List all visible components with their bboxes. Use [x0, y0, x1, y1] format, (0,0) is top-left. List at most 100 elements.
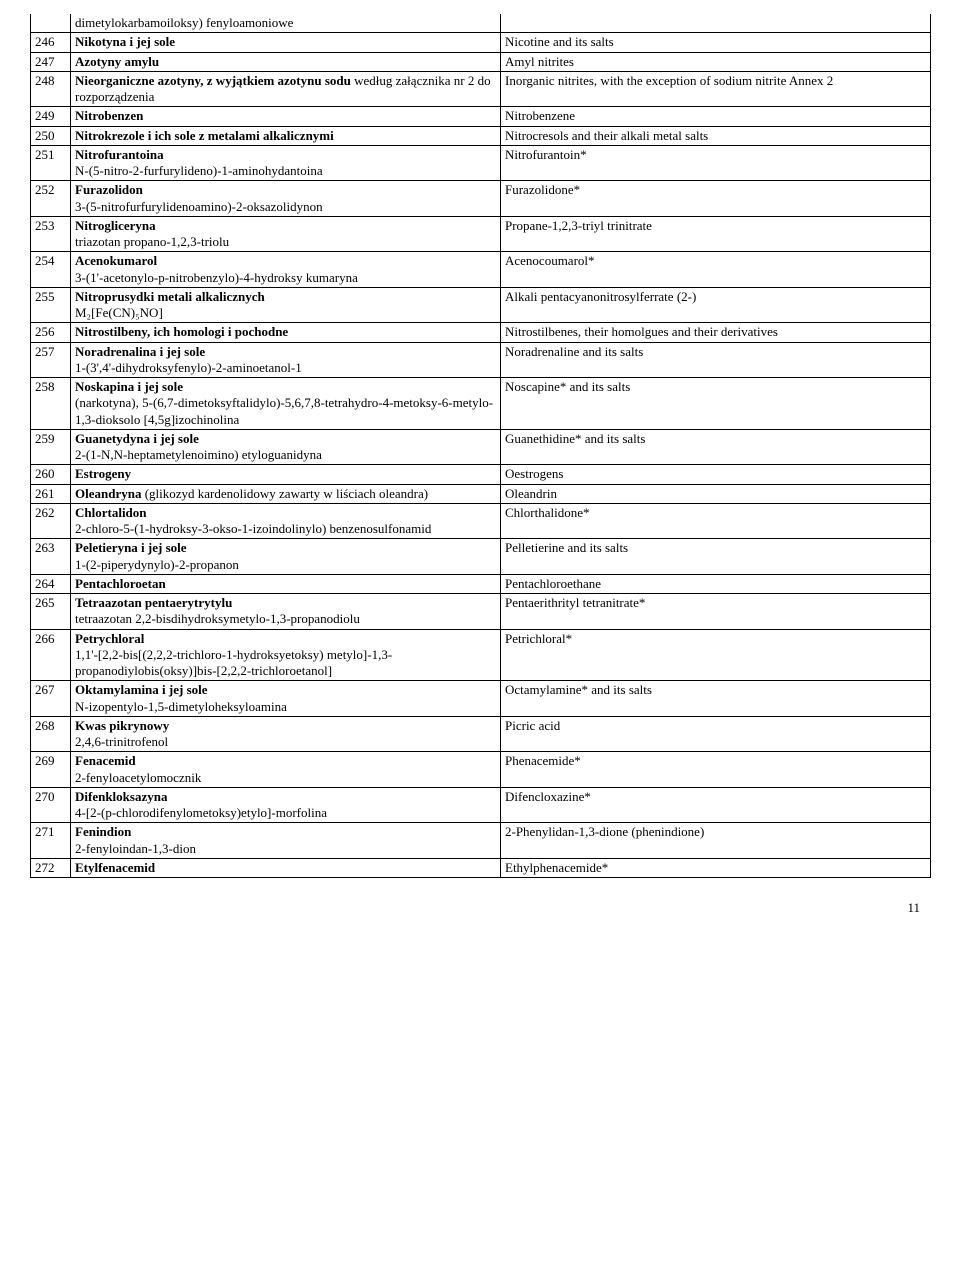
polish-name: Nitrogliceryna triazotan propano-1,2,3-t… — [71, 216, 501, 252]
table-row: 252Furazolidon 3-(5-nitrofurfurylidenoam… — [31, 181, 931, 217]
row-number: 252 — [31, 181, 71, 217]
polish-bold: Azotyny amylu — [75, 54, 159, 69]
polish-bold: Oleandryna — [75, 486, 141, 501]
polish-name: Furazolidon 3-(5-nitrofurfurylidenoamino… — [71, 181, 501, 217]
polish-rest: 3-(5-nitrofurfurylidenoamino)-2-oksazoli… — [75, 199, 323, 214]
row-number: 260 — [31, 465, 71, 484]
row-number: 265 — [31, 594, 71, 630]
english-name: Chlorthalidone* — [501, 503, 931, 539]
english-name: Picric acid — [501, 716, 931, 752]
table-row: 246Nikotyna i jej soleNicotine and its s… — [31, 33, 931, 52]
substances-table: dimetylokarbamoiloksy) fenyloamoniowe 246… — [30, 14, 931, 878]
english-name: Alkali pentacyanonitrosylferrate (2-) — [501, 287, 931, 323]
polish-bold: Furazolidon — [75, 182, 143, 197]
table-row: 253Nitrogliceryna triazotan propano-1,2,… — [31, 216, 931, 252]
english-name: Petrichloral* — [501, 629, 931, 681]
row-number: 270 — [31, 787, 71, 823]
polish-bold: Nitroprusydki metali alkalicznych — [75, 289, 265, 304]
polish-bold: Acenokumarol — [75, 253, 157, 268]
row-number: 247 — [31, 52, 71, 71]
polish-name: Tetraazotan pentaerytrytylu tetraazotan … — [71, 594, 501, 630]
polish-bold: Estrogeny — [75, 466, 131, 481]
row-number: 254 — [31, 252, 71, 288]
english-name: Nitrocresols and their alkali metal salt… — [501, 126, 931, 145]
polish-rest: 3-(1'-acetonylo-p-nitrobenzylo)-4-hydrok… — [75, 270, 358, 285]
polish-bold: Nitrostilbeny, ich homologi i pochodne — [75, 324, 288, 339]
table-row: 262Chlortalidon 2-chloro-5-(1-hydroksy-3… — [31, 503, 931, 539]
polish-rest: triazotan propano-1,2,3-triolu — [75, 234, 229, 249]
polish-name: Nikotyna i jej sole — [71, 33, 501, 52]
polish-rest: 2-fenyloacetylomocznik — [75, 770, 201, 785]
polish-name: Nieorganiczne azotyny, z wyjątkiem azoty… — [71, 71, 501, 107]
table-row: 247Azotyny amyluAmyl nitrites — [31, 52, 931, 71]
polish-rest: (narkotyna), 5-(6,7-dimetoksyftalidylo)-… — [75, 395, 493, 426]
table-row: 258Noskapina i jej sole (narkotyna), 5-(… — [31, 378, 931, 430]
polish-name: Noradrenalina i jej sole 1-(3',4'-dihydr… — [71, 342, 501, 378]
english-name: Phenacemide* — [501, 752, 931, 788]
row-number: 272 — [31, 858, 71, 877]
polish-name: Nitrostilbeny, ich homologi i pochodne — [71, 323, 501, 342]
polish-bold: Pentachloroetan — [75, 576, 166, 591]
polish-name: Difenkloksazyna 4-[2-(p-chlorodifenylome… — [71, 787, 501, 823]
english-name: Ethylphenacemide* — [501, 858, 931, 877]
table-row: 265Tetraazotan pentaerytrytylu tetraazot… — [31, 594, 931, 630]
table-row: 257Noradrenalina i jej sole 1-(3',4'-dih… — [31, 342, 931, 378]
polish-bold: Nitrokrezole i ich sole z metalami alkal… — [75, 128, 334, 143]
row-number: 267 — [31, 681, 71, 717]
english-name: Nitrostilbenes, their homolgues and thei… — [501, 323, 931, 342]
polish-bold: Nikotyna i jej sole — [75, 34, 175, 49]
row-number: 248 — [31, 71, 71, 107]
row-number: 259 — [31, 429, 71, 465]
english-name — [501, 14, 931, 33]
polish-rest: dimetylokarbamoiloksy) fenyloamoniowe — [75, 15, 293, 30]
polish-name: Nitrofurantoina N-(5-nitro-2-furfurylide… — [71, 145, 501, 181]
polish-name: Chlortalidon 2-chloro-5-(1-hydroksy-3-ok… — [71, 503, 501, 539]
polish-name: Acenokumarol 3-(1'-acetonylo-p-nitrobenz… — [71, 252, 501, 288]
row-number: 249 — [31, 107, 71, 126]
polish-name: Guanetydyna i jej sole 2-(1-N,N-heptamet… — [71, 429, 501, 465]
row-number: 258 — [31, 378, 71, 430]
polish-rest: 1-(2-piperydynylo)-2-propanon — [75, 557, 239, 572]
row-number: 262 — [31, 503, 71, 539]
english-name: Pentaerithrityl tetranitrate* — [501, 594, 931, 630]
polish-name: Pentachloroetan — [71, 574, 501, 593]
polish-name: Nitrokrezole i ich sole z metalami alkal… — [71, 126, 501, 145]
polish-bold: Difenkloksazyna — [75, 789, 167, 804]
table-row: 254Acenokumarol 3-(1'-acetonylo-p-nitrob… — [31, 252, 931, 288]
table-row: 260EstrogenyOestrogens — [31, 465, 931, 484]
polish-bold: Guanetydyna i jej sole — [75, 431, 199, 446]
polish-bold: Chlortalidon — [75, 505, 147, 520]
row-number: 268 — [31, 716, 71, 752]
polish-rest: 2,4,6-trinitrofenol — [75, 734, 168, 749]
polish-bold: Kwas pikrynowy — [75, 718, 169, 733]
polish-name: dimetylokarbamoiloksy) fenyloamoniowe — [71, 14, 501, 33]
polish-bold: Petrychloral — [75, 631, 144, 646]
table-row: 263Peletieryna i jej sole 1-(2-piperydyn… — [31, 539, 931, 575]
polish-rest: N-izopentylo-1,5-dimetyloheksyloamina — [75, 699, 287, 714]
polish-bold: Oktamylamina i jej sole — [75, 682, 208, 697]
table-row: 255Nitroprusydki metali alkalicznych M₂[… — [31, 287, 931, 323]
polish-name: Nitrobenzen — [71, 107, 501, 126]
row-number: 264 — [31, 574, 71, 593]
polish-bold: Noradrenalina i jej sole — [75, 344, 205, 359]
english-name: Oleandrin — [501, 484, 931, 503]
polish-bold: Nieorganiczne azotyny, z wyjątkiem azoty… — [75, 73, 351, 88]
table-row: dimetylokarbamoiloksy) fenyloamoniowe — [31, 14, 931, 33]
table-row: 259Guanetydyna i jej sole 2-(1-N,N-hepta… — [31, 429, 931, 465]
english-name: Guanethidine* and its salts — [501, 429, 931, 465]
polish-rest: 1-(3',4'-dihydroksyfenylo)-2-aminoetanol… — [75, 360, 302, 375]
polish-bold: Fenindion — [75, 824, 131, 839]
row-number — [31, 14, 71, 33]
polish-bold: Peletieryna i jej sole — [75, 540, 187, 555]
english-name: Nitrofurantoin* — [501, 145, 931, 181]
polish-rest: (glikozyd kardenolidowy zawarty w liścia… — [141, 486, 428, 501]
row-number: 269 — [31, 752, 71, 788]
english-name: Acenocoumarol* — [501, 252, 931, 288]
english-name: Octamylamine* and its salts — [501, 681, 931, 717]
polish-rest: 2-fenyloindan-1,3-dion — [75, 841, 196, 856]
polish-name: Fenacemid 2-fenyloacetylomocznik — [71, 752, 501, 788]
english-name: Nitrobenzene — [501, 107, 931, 126]
table-row: 267 Oktamylamina i jej sole N-izopentylo-… — [31, 681, 931, 717]
polish-bold: Nitrobenzen — [75, 108, 143, 123]
polish-rest: 2-chloro-5-(1-hydroksy-3-okso-1-izoindol… — [75, 521, 431, 536]
